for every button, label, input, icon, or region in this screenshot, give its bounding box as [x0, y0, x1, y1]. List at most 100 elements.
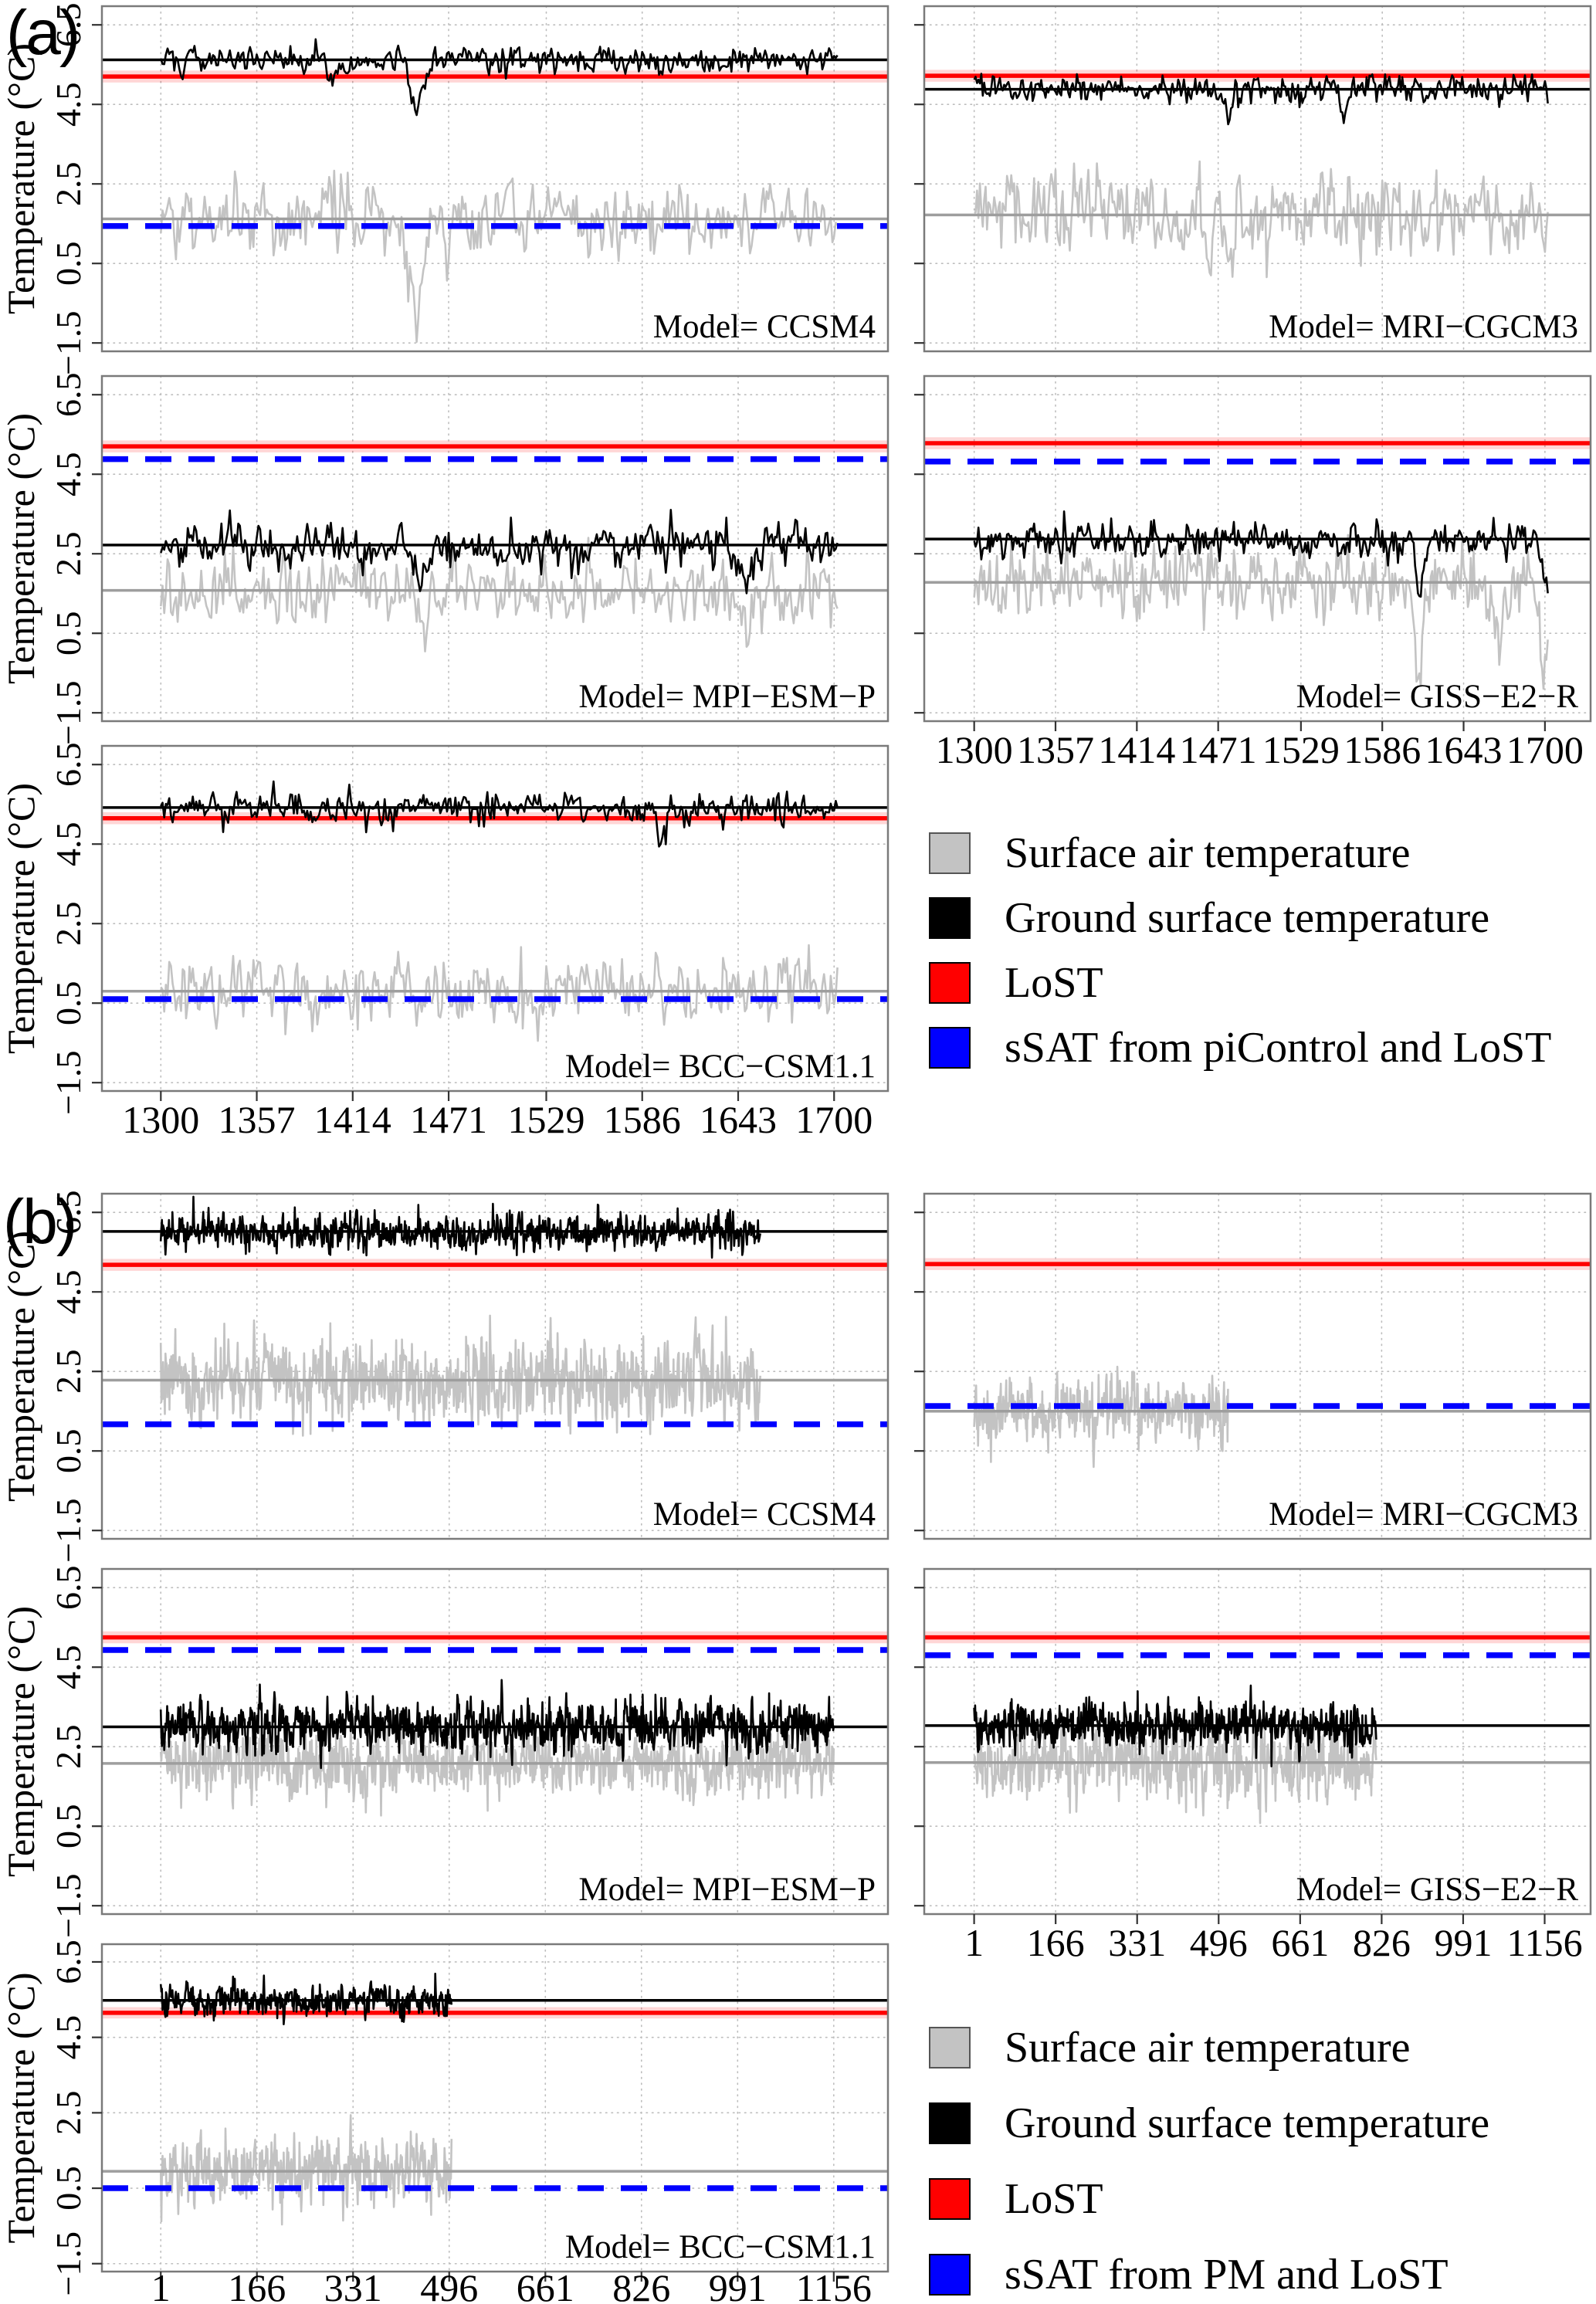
model-label: Model= MRI−CGCM3: [1269, 309, 1578, 345]
legend-swatch: [929, 2027, 971, 2069]
panel-frame: [100, 744, 889, 1093]
gst-series: [160, 38, 839, 117]
x-tick-label: 1529: [507, 1098, 585, 1141]
panel-frame: [100, 374, 889, 723]
legend-label: sSAT from PM and LoST: [1005, 2251, 1449, 2299]
y-tick-label: 6.5: [49, 1565, 88, 1610]
x-tick-label: 1: [964, 1921, 984, 1964]
subplot-b-1: Model= MRI−CGCM3: [914, 1192, 1592, 1540]
sat-series: [159, 1703, 835, 1817]
x-tick-label: 1300: [936, 728, 1013, 771]
x-tick-marks: [973, 721, 1546, 731]
x-tick-label: 1700: [795, 1098, 873, 1141]
legend-swatch: [929, 1027, 971, 1069]
section-b-label: (b): [3, 1187, 77, 1257]
legend-swatch: [929, 2178, 971, 2220]
gst-series: [159, 1679, 835, 1770]
legend-label: LoST: [1005, 2175, 1103, 2223]
y-tick-label: 0.5: [49, 981, 88, 1025]
model-label: Model= MRI−CGCM3: [1269, 1496, 1578, 1533]
x-tick-label: 1156: [796, 2266, 872, 2304]
legend-item: Surface air temperature: [929, 830, 1410, 876]
y-tick-label: 4.5: [49, 82, 88, 127]
x-tick-marks: [160, 2272, 835, 2282]
x-tick-marks: [160, 1091, 835, 1101]
model-label: Model= GISS−E2−R: [1296, 679, 1579, 715]
legend-item: Surface air temperature: [929, 2024, 1410, 2071]
y-tick-marks: [914, 1211, 924, 1532]
y-tick-label: −1.5: [49, 680, 88, 744]
legend-label: Ground surface temperature: [1005, 2099, 1490, 2147]
gst-series: [973, 510, 1549, 598]
x-tick-label: 1471: [1180, 728, 1257, 771]
y-tick-label: 6.5: [49, 372, 88, 417]
y-tick-label: 4.5: [49, 1645, 88, 1689]
x-tick-label: 166: [1027, 1921, 1085, 1964]
legend-item: Ground surface temperature: [929, 2100, 1489, 2146]
legend-item: sSAT from piControl and LoST: [929, 1025, 1551, 1071]
y-tick-marks: [92, 24, 102, 344]
x-tick-label: 826: [612, 2266, 670, 2304]
legend-label: Ground surface temperature: [1005, 894, 1490, 942]
x-tick-label: 1471: [410, 1098, 487, 1141]
y-tick-label: 4.5: [49, 2015, 88, 2060]
y-axis-title: Temperature (°C): [0, 783, 42, 1054]
x-tick-label: 1529: [1262, 728, 1340, 771]
x-tick-label: 826: [1353, 1921, 1411, 1964]
y-tick-label: 2.5: [49, 531, 88, 576]
sat-series: [973, 1365, 1229, 1469]
model-label: Model= MPI−ESM−P: [578, 679, 876, 715]
x-tick-label: 1357: [1017, 728, 1094, 771]
model-label: Model= MPI−ESM−P: [578, 1872, 876, 1908]
y-axis-title: Temperature (°C): [0, 1972, 42, 2243]
panel-frame: [100, 5, 889, 353]
y-tick-marks: [92, 394, 102, 714]
x-tick-label: 1643: [1425, 728, 1503, 771]
x-tick-label: 661: [517, 2266, 574, 2304]
x-tick-marks: [973, 1914, 1546, 1924]
y-tick-label: 0.5: [49, 1804, 88, 1848]
x-tick-label: 1643: [700, 1098, 777, 1141]
x-tick-label: 331: [324, 2266, 382, 2304]
sat-series: [160, 537, 839, 652]
y-tick-marks: [92, 1960, 102, 2265]
y-axis-title: Temperature (°C): [0, 1231, 42, 1502]
y-tick-marks: [914, 394, 924, 714]
y-tick-label: 4.5: [49, 822, 88, 866]
y-tick-label: 2.5: [49, 1349, 88, 1394]
legend-swatch: [929, 897, 971, 939]
legend-swatch: [929, 2102, 971, 2144]
x-tick-label: 1156: [1506, 1921, 1582, 1964]
y-tick-label: 6.5: [49, 1190, 88, 1235]
legend-label: LoST: [1005, 959, 1103, 1007]
y-tick-label: 4.5: [49, 1269, 88, 1314]
y-tick-label: 2.5: [49, 2091, 88, 2136]
gst-series: [973, 1684, 1377, 1767]
subplot-a-1: Model= MRI−CGCM3: [914, 5, 1592, 353]
x-tick-label: 1357: [219, 1098, 296, 1141]
y-tick-label: 6.5: [49, 742, 88, 787]
panel-frame: [923, 374, 1592, 723]
x-tick-label: 1586: [1344, 728, 1421, 771]
gridlines: [101, 375, 889, 722]
panel-frame: [923, 1192, 1592, 1540]
y-tick-label: 0.5: [49, 611, 88, 656]
y-tick-label: 2.5: [49, 1724, 88, 1769]
x-tick-label: 496: [1190, 1921, 1248, 1964]
gst-series: [159, 1195, 761, 1259]
legend-swatch: [929, 962, 971, 1004]
model-label: Model= CCSM4: [653, 309, 876, 345]
x-tick-label: 331: [1108, 1921, 1166, 1964]
y-tick-label: −1.5: [49, 1498, 88, 1562]
y-tick-label: 6.5: [49, 2, 88, 47]
y-tick-marks: [92, 1587, 102, 1907]
legend-label: Surface air temperature: [1005, 829, 1411, 877]
section-a-label: (a): [6, 0, 80, 68]
legend-item: Ground surface temperature: [929, 895, 1489, 941]
